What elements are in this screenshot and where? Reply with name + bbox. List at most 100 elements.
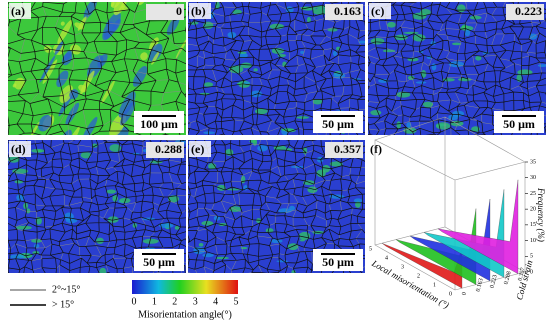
orientation-region: [276, 260, 289, 263]
strain-value: 0.288: [155, 142, 182, 156]
strain-box: [146, 142, 184, 158]
low-angle-boundaries: [188, 2, 365, 135]
orientation-region: [253, 68, 258, 72]
scale-label: 50 μm: [503, 117, 535, 131]
orientation-region: [457, 4, 466, 13]
colorbar: [132, 280, 238, 294]
orientation-region: [415, 81, 427, 84]
orientation-region: [60, 129, 72, 135]
orientation-region: [149, 37, 159, 52]
boundary-label: 2°~15°: [52, 284, 80, 295]
orientation-region: [42, 59, 58, 85]
orientation-region: [56, 70, 69, 88]
z-tick-label: 25: [530, 191, 536, 197]
orientation-region: [270, 239, 283, 244]
misorientation-tick-label: 2: [417, 273, 420, 279]
z-tick-label: 30: [530, 175, 536, 181]
orientation-region: [132, 66, 148, 87]
colorbar-tick-label: 5: [234, 296, 239, 307]
misorientation-axis-label: Local misorientation (°): [369, 258, 450, 311]
orientation-region: [469, 15, 482, 20]
label-box: [369, 3, 391, 19]
label-box: [9, 3, 31, 19]
orientation-region: [74, 22, 85, 30]
orientation-region: [109, 144, 122, 152]
orientation-region: [403, 31, 419, 35]
scale-label: 100 μm: [140, 117, 178, 131]
orientation-region: [422, 101, 434, 108]
orientation-region: [111, 18, 121, 33]
orientation-region: [30, 121, 40, 135]
orientation-region: [59, 85, 74, 104]
orientation-region: [203, 131, 216, 135]
orientation-region: [228, 206, 242, 212]
z-tick-label: 10: [530, 238, 536, 244]
strain-tick-label: 0.357: [517, 267, 526, 282]
orientation-region: [14, 180, 24, 184]
orientation-region: [12, 83, 17, 88]
orientation-region: [332, 50, 337, 57]
orientation-region: [120, 101, 136, 126]
orientation-region: [306, 16, 311, 23]
orientation-region: [101, 80, 115, 104]
orientation-region: [149, 160, 163, 164]
label-box: [189, 141, 211, 157]
orientation-region: [370, 37, 385, 45]
panel-label: (e): [191, 142, 204, 156]
low-angle-boundaries: [8, 2, 186, 135]
orientation-region: [99, 267, 107, 273]
strain-value: 0: [176, 4, 182, 18]
panel-label: (b): [191, 4, 206, 18]
colorbar-tick-label: 2: [172, 296, 177, 307]
strain-tick-label: 0.163: [475, 278, 484, 293]
orientation-region: [149, 43, 163, 62]
panel-label: (f): [370, 142, 382, 156]
colorbar-label: Misorientation angle(°): [138, 309, 232, 320]
orientation-region: [202, 253, 214, 258]
orientation-region: [396, 121, 402, 129]
strain-value: 0.357: [334, 142, 361, 156]
orientation-region: [407, 75, 415, 80]
orientation-region: [471, 126, 481, 132]
label-box: [189, 3, 211, 19]
orientation-region: [237, 51, 247, 54]
strain-box: [506, 4, 544, 20]
misorientation-tick-label: 3: [401, 264, 404, 270]
orientation-region: [435, 122, 451, 130]
orientation-region: [464, 29, 471, 37]
z-tick-label: 15: [530, 222, 536, 228]
orientation-region: [239, 52, 248, 59]
orientation-region: [382, 49, 396, 53]
boundary-label: > 15°: [52, 299, 74, 310]
orientation-region: [451, 42, 462, 46]
strain-value: 0.163: [334, 4, 361, 18]
strain-tick-label: 0.288: [503, 271, 512, 286]
orientation-region: [312, 8, 329, 15]
panel-label: (c): [371, 4, 384, 18]
orientation-region: [167, 195, 180, 203]
orientation-region: [312, 99, 323, 105]
panel-label: (a): [11, 4, 25, 18]
orientation-region: [307, 186, 318, 194]
orientation-region: [403, 127, 417, 134]
z-tick-label: 5: [530, 254, 533, 260]
orientation-region: [33, 243, 40, 249]
misorientation-tick-label: 1: [433, 282, 436, 288]
misorientation-tick-label: 4: [385, 255, 388, 261]
orientation-region: [107, 216, 119, 223]
misorientation-tick-label: 0: [449, 291, 452, 297]
orientation-region: [257, 145, 268, 152]
scale-label: 50 μm: [322, 117, 354, 131]
strain-tick-label: 0.223: [489, 274, 498, 289]
orientation-region: [537, 64, 546, 68]
orientation-region: [119, 197, 131, 204]
orientation-region: [31, 148, 45, 153]
orientation-region: [26, 208, 31, 214]
strain-tick-label: 0: [461, 292, 468, 296]
orientation-region: [370, 109, 382, 116]
orientation-region: [208, 163, 217, 170]
orientation-region: [38, 114, 52, 132]
micrograph: [368, 2, 546, 135]
strain-box: [325, 4, 363, 20]
